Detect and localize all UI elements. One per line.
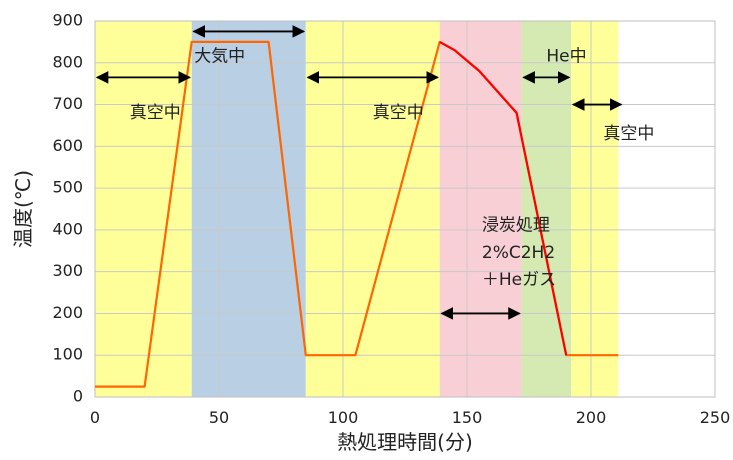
y-tick-label: 700 [52,94,83,113]
phase-label-0: 真空中 [130,103,181,123]
y-tick-label: 100 [52,345,83,364]
y-axis-title: 温度(℃) [11,170,35,248]
y-tick-label: 800 [52,52,83,71]
phase-label-4: 真空中 [603,124,654,144]
carburizing-series-segment [439,40,568,356]
x-tick-label: 100 [328,408,359,427]
phase-label-5: 浸炭処理 [482,216,550,236]
x-tick-label: 250 [700,408,731,427]
phase-label-3: He中 [546,47,586,67]
x-tick-label: 200 [576,408,607,427]
phase-band-5 [571,21,619,397]
phase-band-1 [191,21,306,397]
phase-label-6: 2%C2H2 [482,243,555,263]
y-tick-label: 900 [52,11,83,30]
x-tick-label: 0 [90,408,100,427]
y-tick-label: 0 [73,387,83,406]
phase-label-1: 大気中 [194,47,245,67]
phase-band-3 [439,21,522,397]
x-axis-title: 熱処理時間(分) [337,430,473,454]
plot-border [94,20,716,398]
y-tick-label: 400 [52,219,83,238]
x-tick-label: 150 [452,408,483,427]
y-tick-label: 500 [52,178,83,197]
phase-label-2: 真空中 [373,103,424,123]
x-tick-label: 50 [209,408,229,427]
y-tick-label: 200 [52,303,83,322]
y-tick-label: 300 [52,261,83,280]
phase-label-7: ＋Heガス [482,270,556,290]
y-tick-label: 600 [52,136,83,155]
